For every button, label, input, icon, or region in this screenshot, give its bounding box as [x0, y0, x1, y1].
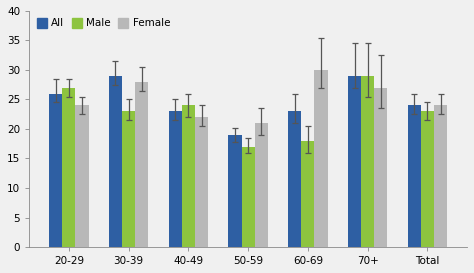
Legend: All, Male, Female: All, Male, Female — [35, 16, 172, 31]
Bar — [301, 141, 314, 247]
Bar — [242, 147, 255, 247]
Bar — [49, 94, 62, 247]
Bar — [135, 82, 148, 247]
Bar — [434, 105, 447, 247]
Bar — [109, 76, 122, 247]
Bar — [255, 123, 268, 247]
Bar — [348, 76, 361, 247]
Bar — [182, 105, 195, 247]
Bar — [62, 88, 75, 247]
Bar — [75, 105, 89, 247]
Bar — [288, 111, 301, 247]
Bar — [122, 111, 135, 247]
Bar — [361, 76, 374, 247]
Bar — [374, 88, 387, 247]
Bar — [169, 111, 182, 247]
Bar — [228, 135, 242, 247]
Bar — [408, 105, 421, 247]
Bar — [195, 117, 208, 247]
Bar — [314, 70, 328, 247]
Bar — [421, 111, 434, 247]
